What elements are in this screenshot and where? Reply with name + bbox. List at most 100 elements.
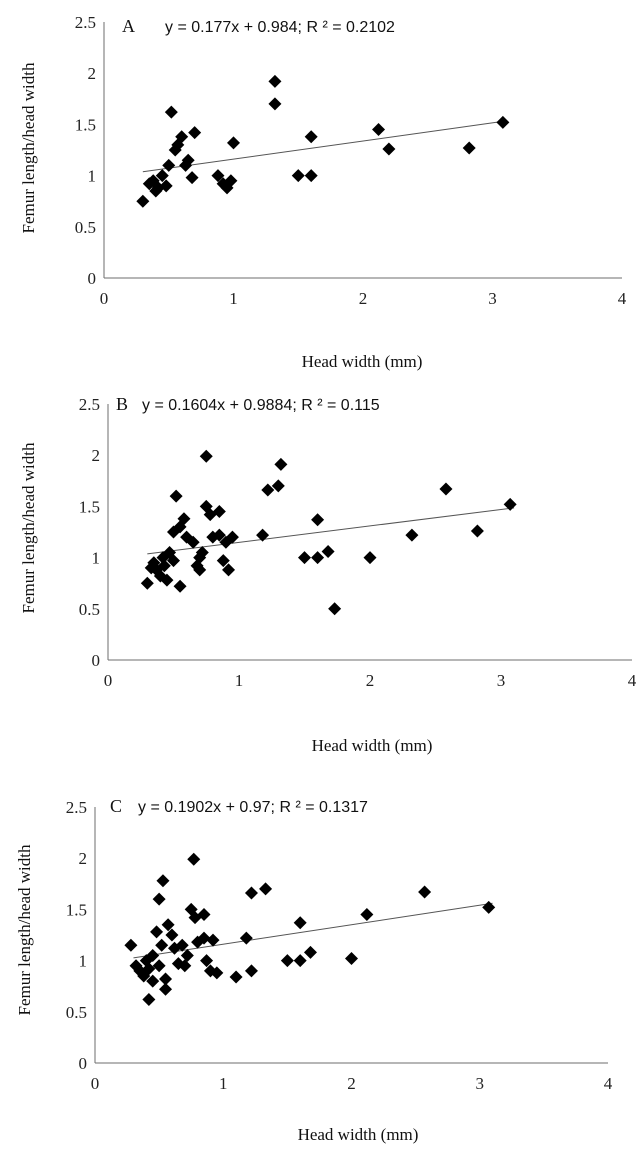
y-tick-label: 0 bbox=[88, 269, 97, 288]
y-tick-label: 1 bbox=[88, 167, 97, 186]
data-point-diamond bbox=[152, 959, 166, 973]
data-point-diamond bbox=[239, 931, 253, 945]
data-point-diamond bbox=[142, 993, 156, 1007]
data-point-diamond bbox=[293, 916, 307, 930]
y-tick-label: 1.5 bbox=[79, 497, 100, 516]
data-point-diamond bbox=[199, 449, 213, 463]
y-tick-label: 0 bbox=[92, 651, 101, 670]
data-point-diamond bbox=[146, 974, 160, 988]
data-point-diamond bbox=[185, 171, 199, 185]
y-tick-label: 1.5 bbox=[66, 900, 87, 919]
x-tick-label: 1 bbox=[219, 1074, 228, 1093]
data-point-diamond bbox=[291, 169, 305, 183]
data-point-diamond bbox=[271, 479, 285, 493]
y-axis-title-a: Femur length/head width bbox=[19, 62, 38, 233]
data-point-diamond bbox=[169, 489, 183, 503]
scatter-plot-a: A y = 0.177x + 0.984; R ² = 0.2102 Femur… bbox=[19, 13, 627, 371]
data-point-diamond bbox=[160, 573, 174, 587]
data-point-diamond bbox=[200, 954, 214, 968]
data-point-diamond bbox=[328, 602, 342, 616]
y-tick-label: 2.5 bbox=[79, 395, 100, 414]
data-point-diamond bbox=[345, 952, 358, 966]
data-point-diamond bbox=[274, 457, 288, 471]
data-point-diamond bbox=[363, 551, 377, 565]
data-point-diamond bbox=[175, 938, 189, 952]
x-tick-label: 3 bbox=[488, 289, 497, 308]
x-tick-label: 0 bbox=[104, 671, 113, 690]
data-point-diamond bbox=[157, 559, 171, 573]
data-point-diamond bbox=[268, 74, 282, 88]
data-point-diamond bbox=[212, 505, 226, 519]
data-point-diamond bbox=[244, 886, 258, 900]
y-tick-label: 1 bbox=[79, 952, 88, 971]
data-point-diamond bbox=[146, 948, 160, 962]
y-tick-label: 0.5 bbox=[79, 600, 100, 619]
x-tick-label: 1 bbox=[235, 671, 244, 690]
y-tick-label: 2 bbox=[88, 64, 97, 83]
x-axis-title-b: Head width (mm) bbox=[312, 736, 433, 755]
data-point-diamond bbox=[191, 935, 205, 949]
x-tick-label: 4 bbox=[628, 671, 637, 690]
data-point-diamond bbox=[229, 970, 243, 984]
data-point-diamond bbox=[304, 169, 318, 183]
data-point-diamond bbox=[244, 964, 258, 978]
x-axis-title-a: Head width (mm) bbox=[302, 352, 423, 371]
data-point-diamond bbox=[280, 954, 294, 968]
data-point-diamond bbox=[210, 966, 224, 980]
data-point-diamond bbox=[173, 579, 187, 593]
data-point-diamond bbox=[142, 962, 156, 976]
y-tick-label: 2 bbox=[92, 446, 101, 465]
regression-equation-a: y = 0.177x + 0.984; R ² = 0.2102 bbox=[165, 19, 395, 36]
data-point-diamond bbox=[206, 933, 220, 947]
data-point-diamond bbox=[203, 508, 217, 522]
data-point-diamond bbox=[167, 554, 180, 568]
data-point-diamond bbox=[216, 554, 230, 568]
data-point-diamond bbox=[124, 938, 138, 952]
data-point-diamond bbox=[259, 882, 273, 896]
data-point-diamond bbox=[261, 483, 275, 497]
y-tick-label: 2.5 bbox=[66, 798, 87, 817]
data-point-diamond bbox=[195, 545, 209, 559]
data-point-diamond bbox=[293, 954, 307, 968]
data-point-diamond bbox=[462, 141, 476, 155]
data-point-diamond bbox=[165, 928, 179, 942]
y-axis-title-b: Femur length/head width bbox=[19, 442, 38, 613]
chart-panel-a: A y = 0.177x + 0.984; R ² = 0.2102 Femur… bbox=[0, 0, 642, 380]
data-point-diamond bbox=[178, 959, 192, 973]
data-point-diamond bbox=[150, 925, 164, 939]
x-tick-label: 2 bbox=[347, 1074, 356, 1093]
data-point-diamond bbox=[188, 126, 202, 140]
data-points-b bbox=[140, 449, 517, 616]
x-tick-label: 2 bbox=[359, 289, 368, 308]
y-ticks-c: 0 0.5 1 1.5 2 2.5 bbox=[66, 798, 87, 1073]
x-tick-label: 4 bbox=[618, 289, 627, 308]
data-points-c bbox=[124, 852, 496, 1007]
trend-line-b bbox=[147, 507, 515, 555]
x-tick-label: 0 bbox=[91, 1074, 100, 1093]
data-point-diamond bbox=[175, 130, 189, 144]
data-point-diamond bbox=[227, 136, 240, 150]
data-point-diamond bbox=[152, 892, 166, 906]
data-point-diamond bbox=[372, 123, 386, 137]
x-tick-label: 2 bbox=[366, 671, 375, 690]
data-point-diamond bbox=[156, 874, 170, 888]
data-point-diamond bbox=[268, 97, 282, 111]
x-ticks-b: 0 1 2 3 4 bbox=[104, 671, 637, 690]
data-point-diamond bbox=[470, 524, 484, 538]
data-point-diamond bbox=[222, 563, 236, 577]
data-point-diamond bbox=[159, 982, 173, 996]
data-point-diamond bbox=[212, 528, 226, 542]
data-point-diamond bbox=[180, 948, 194, 962]
data-point-diamond bbox=[304, 130, 318, 144]
data-point-diamond bbox=[503, 497, 517, 511]
data-point-diamond bbox=[140, 576, 154, 590]
trend-line-a bbox=[142, 120, 506, 173]
y-tick-label: 2 bbox=[79, 849, 88, 868]
panel-label-a: A bbox=[122, 16, 135, 36]
data-point-diamond bbox=[162, 158, 176, 172]
x-ticks-a: 0 1 2 3 4 bbox=[100, 289, 627, 308]
data-point-diamond bbox=[188, 911, 202, 925]
data-point-diamond bbox=[161, 918, 175, 932]
y-tick-label: 1.5 bbox=[75, 115, 96, 134]
x-tick-label: 1 bbox=[229, 289, 238, 308]
